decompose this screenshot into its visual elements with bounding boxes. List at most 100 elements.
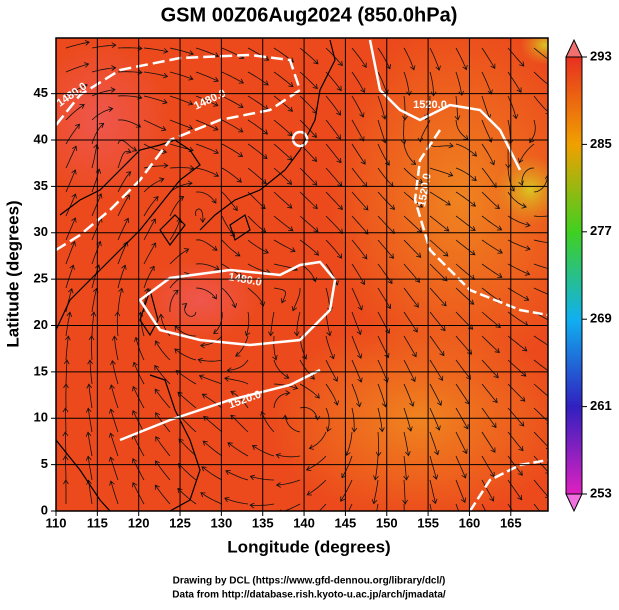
streamline — [533, 479, 548, 499]
streamline — [273, 167, 293, 185]
streamline — [117, 264, 127, 289]
streamline — [247, 143, 268, 160]
streamline — [325, 239, 343, 259]
streamline — [273, 71, 294, 88]
streamline — [117, 148, 132, 169]
streamline — [403, 215, 423, 233]
streamline — [308, 431, 327, 450]
streamline — [273, 215, 294, 232]
streamline — [62, 455, 69, 481]
streamline — [455, 287, 475, 305]
streamline — [221, 191, 238, 212]
streamline — [273, 390, 291, 409]
streamline — [195, 143, 219, 154]
streamline — [533, 287, 548, 295]
streamline — [318, 503, 327, 511]
streamline — [403, 359, 416, 383]
streamline — [351, 335, 363, 359]
streamline — [195, 47, 220, 58]
streamline — [235, 335, 249, 357]
y-tick-label: 45 — [34, 85, 48, 100]
streamline — [195, 167, 220, 177]
streamline — [429, 383, 442, 406]
streamline — [529, 119, 536, 144]
streamline — [154, 484, 171, 505]
streamline — [65, 311, 73, 337]
streamline — [377, 47, 391, 70]
streamline — [403, 311, 418, 333]
x-tick-label: 160 — [459, 515, 481, 530]
x-tick-label: 120 — [128, 515, 150, 530]
streamline — [481, 383, 498, 404]
streamline — [299, 359, 315, 380]
streamline — [65, 335, 71, 361]
streamline — [455, 239, 476, 256]
streamline — [351, 287, 363, 311]
x-tick-label: 125 — [169, 515, 191, 530]
streamline — [533, 71, 548, 88]
contour-label: 1520.0 — [416, 172, 434, 207]
streamline — [325, 71, 342, 92]
streamline — [273, 95, 294, 112]
streamline — [195, 95, 219, 107]
streamline — [244, 311, 251, 337]
streamline — [351, 143, 366, 165]
cool-area — [56, 40, 170, 200]
streamline — [376, 503, 379, 511]
streamline — [224, 376, 249, 385]
streamline — [143, 265, 155, 289]
streamline — [429, 407, 441, 431]
streamline — [143, 196, 159, 217]
streamline — [481, 503, 487, 511]
streamline — [91, 106, 114, 121]
streamline — [325, 191, 343, 211]
streamline — [305, 455, 327, 471]
streamline — [143, 95, 168, 105]
streamline — [273, 191, 293, 209]
streamline — [455, 71, 465, 96]
streamline — [293, 311, 301, 337]
streamline — [429, 191, 451, 206]
streamline — [403, 503, 405, 511]
streamline — [377, 287, 391, 310]
streamline — [273, 287, 287, 304]
streamline — [65, 240, 76, 265]
streamline — [224, 497, 249, 505]
streamline — [481, 263, 503, 278]
streamline — [455, 431, 468, 455]
streamline — [518, 167, 535, 187]
colorbar-tick-label: 277 — [590, 223, 612, 238]
streamline — [533, 239, 548, 244]
streamline — [375, 431, 382, 457]
streamline — [429, 359, 444, 382]
streamline — [65, 104, 85, 121]
streamline — [155, 436, 171, 457]
plot-frame — [55, 37, 549, 512]
streamline — [377, 95, 387, 120]
streamline — [299, 239, 320, 256]
streamline — [247, 239, 269, 254]
streamline — [507, 287, 530, 301]
streamline — [85, 407, 93, 433]
streamline — [143, 71, 169, 79]
contour-label: 1520.0 — [413, 99, 447, 111]
streamline — [169, 248, 190, 265]
streamline — [174, 348, 197, 361]
streamline — [507, 95, 519, 120]
streamline — [533, 407, 548, 425]
streamline — [455, 167, 477, 182]
streamline — [533, 335, 548, 346]
x-tick-label: 155 — [417, 515, 439, 530]
streamline — [133, 336, 145, 361]
streamline — [507, 503, 514, 511]
streamline — [429, 311, 446, 332]
streamline — [371, 479, 379, 505]
streamline — [111, 335, 119, 361]
streamline — [275, 453, 301, 459]
streamline — [117, 171, 132, 193]
x-ticks: 110 115 120 125 130 135 140 145 150 155 160 165 — [46, 511, 522, 530]
streamline — [455, 47, 468, 71]
streamline — [199, 335, 223, 349]
y-ticks: 0 5 10 15 20 25 30 35 40 45 — [34, 85, 56, 517]
